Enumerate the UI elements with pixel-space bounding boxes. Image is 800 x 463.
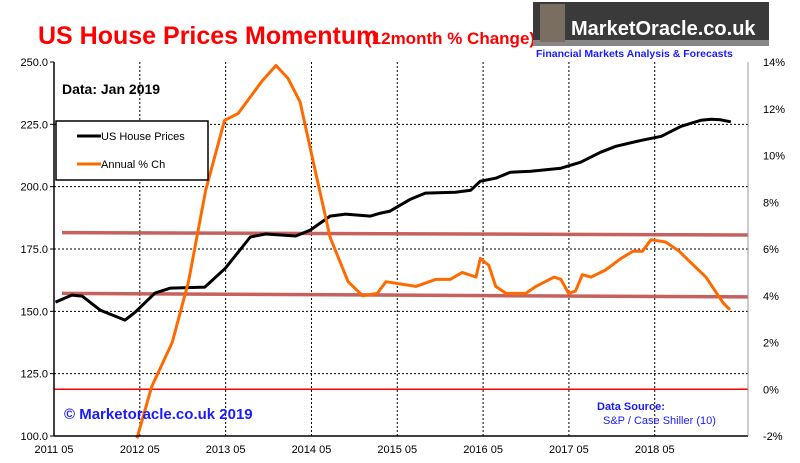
series-lines [54, 64, 732, 439]
y-tick-label: 200.0 [20, 182, 48, 194]
y2-tick-label: 0% [763, 384, 779, 396]
data-date-label: Data: Jan 2019 [62, 81, 160, 97]
y-tick-label: 150.0 [20, 306, 48, 318]
y2-tick-label: 6% [763, 244, 779, 256]
y2-tick-label: 14% [763, 57, 785, 69]
trend-line [61, 291, 749, 299]
source-value: S&P / Case Shiller (10) [603, 415, 716, 427]
y-tick-label: 250.0 [20, 57, 48, 69]
x-tick-label: 2012 05 [120, 444, 160, 456]
y2-tick-label: 4% [763, 291, 779, 303]
x-tick-label: 2018 05 [635, 444, 675, 456]
legend: US House Prices Annual % Ch [55, 120, 209, 181]
y-tick-label: 100.0 [20, 431, 48, 443]
y-tick-label: 125.0 [20, 369, 48, 381]
reference-lines [54, 230, 749, 390]
x-tick-label: 2017 05 [549, 444, 589, 456]
source-label: Data Source: [597, 401, 665, 413]
y2-tick-label: 8% [763, 197, 779, 209]
chart-title: US House Prices Momentum [38, 22, 378, 50]
legend-label-prices: US House Prices [101, 131, 185, 143]
legend-label-pct: Annual % Ch [101, 159, 165, 171]
logo-statue-icon [540, 4, 565, 42]
x-tick-label: 2016 05 [463, 444, 503, 456]
axes: 100.0 125.0 150.0 175.0 200.0 225.0 250.0 2011 … [20, 57, 785, 456]
trend-line [61, 230, 749, 237]
y2-tick-label: -2% [763, 431, 783, 443]
series-line-house-prices [54, 117, 732, 322]
x-tick-label: 2013 05 [206, 444, 246, 456]
logo-text: MarketOracle.co.uk [571, 18, 756, 40]
y2-tick-label: 12% [763, 104, 785, 116]
y-tick-label: 225.0 [20, 119, 48, 131]
copyright-label: © Marketoracle.co.uk 2019 [64, 406, 253, 423]
logo: MarketOracle.co.uk [533, 2, 769, 46]
y2-tick-label: 2% [763, 338, 779, 350]
y-tick-label: 175.0 [20, 244, 48, 256]
logo-tagline: Financial Markets Analysis & Forecasts [536, 48, 733, 60]
x-tick-label: 2011 05 [35, 444, 74, 456]
y2-tick-label: 10% [763, 151, 785, 163]
x-tick-label: 2015 05 [377, 444, 417, 456]
chart-subtitle: (12month % Change) [366, 29, 535, 48]
x-tick-label: 2014 05 [292, 444, 332, 456]
